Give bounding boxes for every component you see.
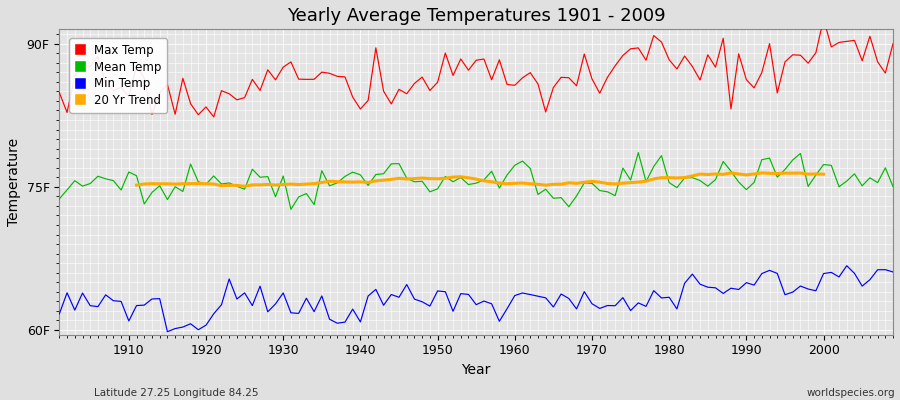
Text: worldspecies.org: worldspecies.org (807, 388, 896, 398)
X-axis label: Year: Year (462, 363, 490, 377)
Y-axis label: Temperature: Temperature (7, 138, 21, 226)
Text: Latitude 27.25 Longitude 84.25: Latitude 27.25 Longitude 84.25 (94, 388, 259, 398)
Title: Yearly Average Temperatures 1901 - 2009: Yearly Average Temperatures 1901 - 2009 (287, 7, 665, 25)
Legend: Max Temp, Mean Temp, Min Temp, 20 Yr Trend: Max Temp, Mean Temp, Min Temp, 20 Yr Tre… (69, 38, 167, 113)
